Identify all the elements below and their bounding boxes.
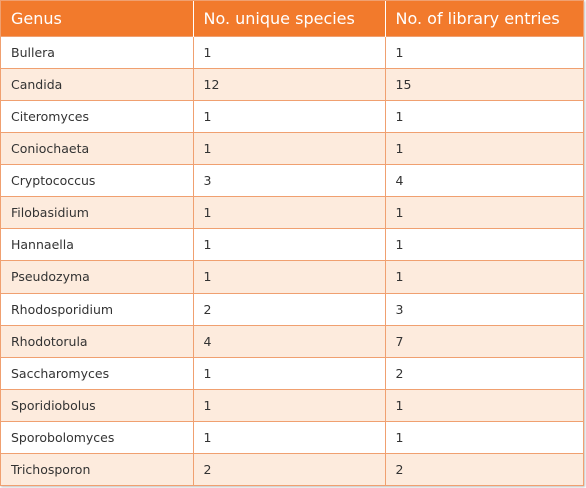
- table-row: Citeromyces 1 1: [1, 100, 583, 133]
- cell-library-entries: 3: [385, 292, 583, 326]
- table-row: Filobasidium 1 1: [1, 196, 583, 229]
- cell-genus: Rhodosporidium: [1, 292, 194, 326]
- cell-unique-species: 2: [193, 452, 386, 485]
- cell-unique-species: 1: [193, 388, 386, 422]
- cell-genus: Bullera: [1, 35, 194, 69]
- table-row: Trichosporon 2 2: [1, 452, 583, 485]
- cell-genus: Trichosporon: [1, 452, 194, 485]
- table-row: Candida 12 15: [1, 68, 583, 101]
- cell-unique-species: 1: [193, 100, 386, 133]
- cell-genus: Saccharomyces: [1, 356, 194, 390]
- table-row: Saccharomyces 1 2: [1, 356, 583, 390]
- cell-library-entries: 1: [385, 35, 583, 69]
- cell-unique-species: 1: [193, 196, 386, 229]
- cell-unique-species: 1: [193, 35, 386, 69]
- cell-library-entries: 1: [385, 420, 583, 454]
- cell-genus: Candida: [1, 68, 194, 101]
- cell-genus: Rhodotorula: [1, 324, 194, 358]
- table-row: Sporidiobolus 1 1: [1, 388, 583, 422]
- table-row: Cryptococcus 3 4: [1, 164, 583, 197]
- table-row: Rhodotorula 4 7: [1, 324, 583, 358]
- table-body: Bullera 1 1 Candida 12 15 Citeromyces 1 1 Conioch…: [1, 35, 583, 485]
- cell-unique-species: 1: [193, 132, 386, 165]
- table-row: Pseudozyma 1 1: [1, 260, 583, 293]
- cell-library-entries: 4: [385, 164, 583, 197]
- cell-library-entries: 15: [385, 68, 583, 101]
- header-unique-species: No. unique species: [193, 1, 386, 37]
- cell-library-entries: 1: [385, 196, 583, 229]
- cell-library-entries: 1: [385, 260, 583, 293]
- cell-unique-species: 1: [193, 260, 386, 293]
- cell-genus: Citeromyces: [1, 100, 194, 133]
- cell-unique-species: 4: [193, 324, 386, 358]
- cell-genus: Sporidiobolus: [1, 388, 194, 422]
- header-genus: Genus: [1, 1, 194, 37]
- cell-library-entries: 2: [385, 356, 583, 390]
- cell-unique-species: 1: [193, 420, 386, 454]
- cell-genus: Hannaella: [1, 228, 194, 261]
- cell-genus: Sporobolomyces: [1, 420, 194, 454]
- table-row: Hannaella 1 1: [1, 228, 583, 261]
- cell-genus: Coniochaeta: [1, 132, 194, 165]
- cell-library-entries: 1: [385, 228, 583, 261]
- table-row: Rhodosporidium 2 3: [1, 292, 583, 326]
- cell-genus: Pseudozyma: [1, 260, 194, 293]
- cell-unique-species: 1: [193, 356, 386, 390]
- table-row: Bullera 1 1: [1, 35, 583, 69]
- cell-unique-species: 2: [193, 292, 386, 326]
- cell-unique-species: 12: [193, 68, 386, 101]
- header-row: Genus No. unique species No. of library …: [1, 1, 583, 37]
- header-library-entries: No. of library entries: [385, 1, 583, 37]
- cell-library-entries: 7: [385, 324, 583, 358]
- cell-library-entries: 1: [385, 388, 583, 422]
- cell-unique-species: 3: [193, 164, 386, 197]
- cell-genus: Cryptococcus: [1, 164, 194, 197]
- cell-library-entries: 2: [385, 452, 583, 485]
- cell-genus: Filobasidium: [1, 196, 194, 229]
- cell-library-entries: 1: [385, 132, 583, 165]
- cell-unique-species: 1: [193, 228, 386, 261]
- cell-library-entries: 1: [385, 100, 583, 133]
- table-row: Coniochaeta 1 1: [1, 132, 583, 165]
- table-row: Sporobolomyces 1 1: [1, 420, 583, 454]
